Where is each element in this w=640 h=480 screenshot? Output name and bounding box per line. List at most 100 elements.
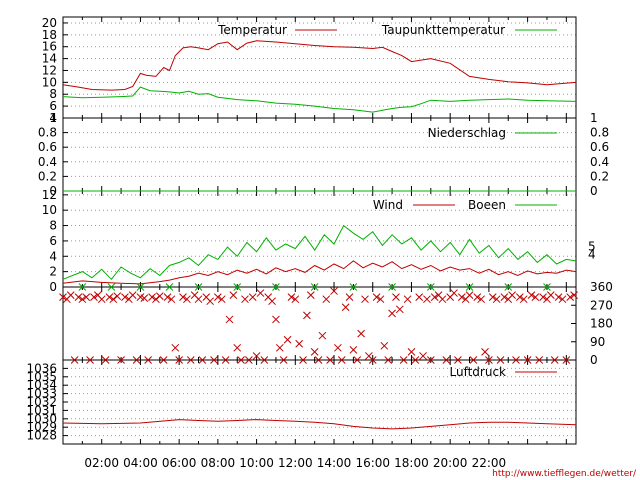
scatter-point (570, 291, 578, 299)
scatter-point (194, 283, 203, 291)
x-tick-label: 04:00 (123, 456, 158, 470)
scatter-point (368, 356, 377, 364)
legend-label: Luftdruck (449, 365, 506, 379)
scatter-point (399, 356, 408, 364)
scatter-point (244, 356, 253, 364)
x-tick-label: 12:00 (278, 456, 313, 470)
scatter-point (299, 356, 307, 364)
scatter-point (457, 293, 466, 301)
scatter-point (345, 293, 354, 301)
series-line (62, 260, 577, 285)
scatter-point (291, 295, 300, 304)
x-tick-label: 08:00 (201, 456, 236, 470)
scatter-point (148, 293, 156, 301)
scatter-point (107, 283, 116, 291)
x-tick-label: 16:00 (355, 456, 390, 470)
scatter-point (481, 348, 489, 356)
scatter-point (214, 293, 222, 301)
x-tick-label: 02:00 (84, 456, 119, 470)
scatter-point (419, 352, 427, 360)
scatter-point (527, 291, 536, 299)
scatter-point (562, 356, 571, 364)
scatter-point (407, 348, 416, 356)
scatter-point (558, 295, 567, 304)
scatter-point (326, 356, 335, 364)
scatter-point (337, 356, 346, 364)
scatter-point (225, 315, 234, 324)
y-tick-label-right: 0.8 (590, 126, 609, 140)
y-tick-label: 10 (42, 203, 57, 217)
scatter-point (423, 295, 431, 304)
scatter-point (334, 343, 342, 352)
scatter-point (303, 311, 311, 320)
scatter-point (372, 293, 381, 301)
scatter-point (322, 295, 331, 304)
scatter-point (221, 356, 230, 364)
scatter-point (519, 295, 528, 304)
scatter-point (74, 293, 83, 301)
scatter-point (109, 295, 118, 304)
scatter-point (465, 283, 474, 291)
scatter-point (132, 356, 141, 364)
scatter-point (186, 356, 195, 364)
scatter-point (183, 295, 191, 304)
scatter-point (395, 305, 404, 314)
y-tick-label-right: 0 (590, 184, 598, 198)
scatter-point (477, 295, 485, 304)
scatter-point (175, 356, 184, 364)
scatter-point (376, 295, 385, 304)
y-tick-label-right: 0.4 (590, 155, 609, 169)
scatter-point (86, 356, 94, 364)
scatter-point (268, 297, 276, 306)
y-tick-label: 14 (42, 52, 57, 66)
scatter-point (388, 309, 396, 318)
scatter-point (496, 356, 505, 364)
y-tick-label: 10 (42, 75, 57, 89)
y-tick-label: 1034 (26, 378, 57, 392)
scatter-point (152, 295, 160, 304)
scatter-point (194, 295, 203, 304)
series-line (62, 419, 577, 430)
scatter-point (256, 289, 265, 297)
scatter-point (179, 293, 187, 301)
scatter-point (279, 356, 288, 364)
scatter-point (504, 283, 513, 291)
y-tick-label-right: 0.2 (590, 169, 609, 183)
scatter-point (485, 356, 493, 364)
scatter-point (155, 292, 164, 300)
scatter-point (283, 335, 292, 344)
y-tick-label-right: 4 (588, 247, 596, 261)
scatter-point (550, 356, 559, 364)
scatter-point (426, 283, 435, 291)
scatter-point (144, 356, 153, 364)
scatter-point (488, 293, 497, 301)
scatter-point (500, 293, 509, 301)
scatter-point (260, 356, 269, 364)
scatter-point (113, 292, 122, 300)
scatter-point (403, 295, 412, 304)
scatter-point (70, 356, 79, 364)
x-tick-label: 22:00 (472, 456, 507, 470)
scatter-point (310, 283, 319, 291)
scatter-point (357, 329, 365, 338)
y-tick-label: 1031 (26, 403, 57, 417)
scatter-point (512, 356, 520, 364)
scatter-point (78, 295, 87, 304)
scatter-point (415, 293, 424, 301)
series-line (62, 40, 577, 91)
scatter-point (508, 291, 516, 299)
scatter-point (171, 343, 180, 352)
y-tick-label: 2 (49, 265, 57, 279)
scatter-point (516, 293, 524, 301)
scatter-point (233, 343, 242, 352)
scatter-point (117, 356, 125, 364)
y-tick-label-right: 360 (590, 280, 613, 294)
scatter-point (97, 295, 106, 304)
y-tick-label: 4 (49, 111, 57, 125)
scatter-point (469, 356, 478, 364)
scatter-point (90, 293, 98, 301)
scatter-point (523, 356, 532, 364)
scatter-point (566, 293, 575, 301)
y-tick-label: 0.4 (38, 155, 57, 169)
scatter-point (341, 303, 350, 312)
